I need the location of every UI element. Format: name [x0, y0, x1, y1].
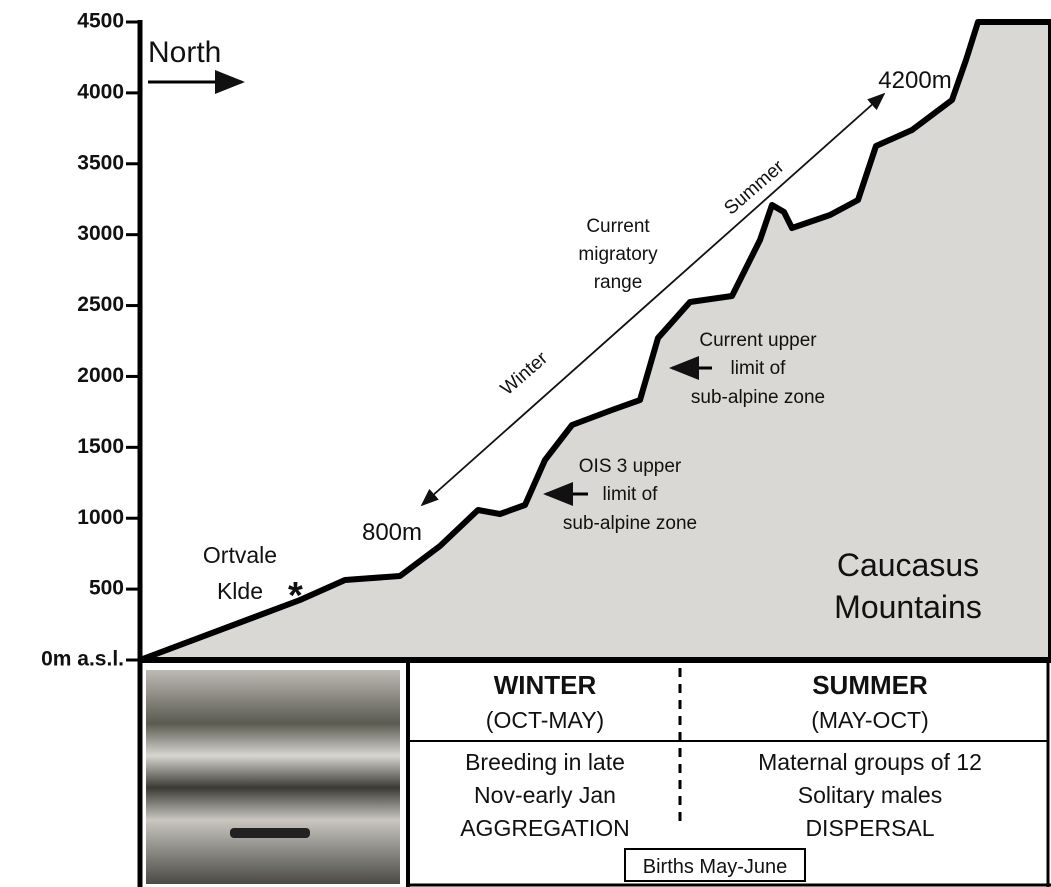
cell: DISPERSAL: [805, 815, 934, 841]
site-star: *: [288, 575, 303, 617]
footer-box: [624, 848, 806, 882]
site-label: Ortvale: [203, 542, 277, 568]
y-tick-label: 0m a.s.l.: [41, 648, 124, 671]
y-tick-label: 3000: [77, 222, 124, 245]
current-limit: Current upper: [699, 330, 817, 351]
photo-ledge: [230, 828, 310, 838]
y-tick-label: 1500: [77, 435, 124, 458]
ois-limit: OIS 3 upper: [579, 456, 682, 477]
range-top: 4200m: [878, 67, 951, 94]
y-tick-label: 2500: [77, 293, 124, 316]
migratory-label: range: [594, 272, 643, 293]
ois-limit: limit of: [603, 484, 659, 505]
cell: Nov-early Jan: [474, 782, 616, 808]
y-tick-label: 1000: [77, 506, 124, 529]
migratory-arrow: [420, 92, 886, 507]
current-limit: sub-alpine zone: [691, 387, 825, 408]
cell: Maternal groups of 12: [758, 749, 982, 775]
mountains-label: Caucasus: [837, 547, 979, 583]
ois-limit: sub-alpine zone: [563, 513, 697, 534]
y-tick-label: 4000: [77, 80, 124, 103]
y-tick-label: 2000: [77, 364, 124, 387]
y-tick-label: 500: [89, 577, 124, 600]
y-tick-label: 3500: [77, 151, 124, 174]
migratory-label: migratory: [578, 244, 658, 265]
site-label: Klde: [217, 578, 263, 604]
site-photo: [146, 670, 400, 884]
current-limit: limit of: [731, 358, 787, 379]
cell: AGGREGATION: [460, 815, 630, 841]
range-bottom: 800m: [362, 519, 422, 546]
header: (MAY-OCT): [811, 707, 929, 733]
cell: Solitary males: [798, 782, 942, 808]
winter-label: Winter: [497, 347, 553, 399]
north-label: North: [148, 36, 221, 69]
header: WINTER: [494, 670, 597, 700]
cell: Breeding in late: [465, 749, 625, 775]
header: (OCT-MAY): [486, 707, 604, 733]
header: SUMMER: [812, 670, 928, 700]
footer: Births May-June: [643, 856, 788, 878]
y-tick-label: 4500: [77, 10, 124, 33]
y-axis: 0m a.s.l. 500 1000 1500 2000 2500 3000 3500 4000…: [41, 10, 140, 671]
mountains-label: Mountains: [834, 589, 982, 625]
migratory-label: Current: [586, 216, 650, 237]
